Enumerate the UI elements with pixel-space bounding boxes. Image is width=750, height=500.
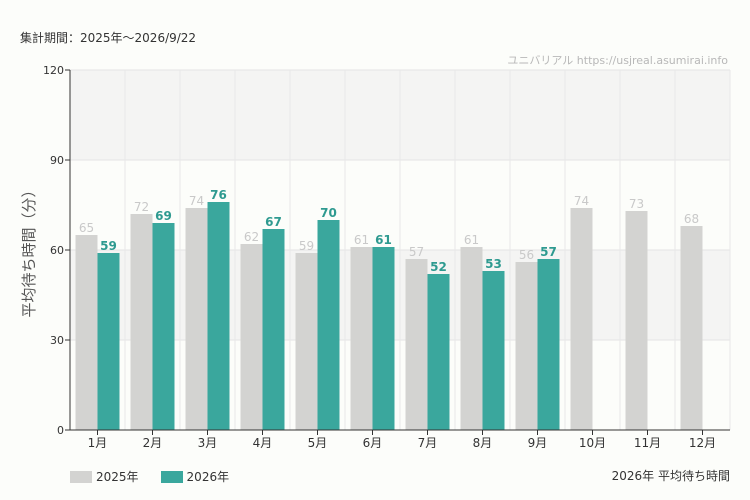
x-tick-label: 7月 [418,436,438,450]
x-tick-label: 12月 [689,436,716,450]
bar-value-label: 74 [574,194,589,208]
bar-value-label: 53 [485,257,502,271]
bar-2026[interactable] [317,220,340,430]
bar-value-label: 57 [540,245,557,259]
bar-value-label: 68 [684,212,699,226]
y-tick-label: 30 [50,334,64,347]
x-tick-label: 2月 [143,436,163,450]
legend-swatch-2026 [160,470,183,483]
y-axis-label: 平均待ち時間（分） [20,182,38,317]
y-tick-label: 60 [50,244,64,257]
bar-2025[interactable] [460,247,483,430]
legend-label-2026: 2026年 [186,470,230,484]
bar-2025[interactable] [405,259,428,430]
legend-item-2025[interactable]: 2025年 [70,468,139,485]
bar-2026[interactable] [482,271,505,430]
legend-item-2026[interactable]: 2026年 [160,468,230,485]
bar-2025[interactable] [75,235,98,430]
bar-2025[interactable] [515,262,538,430]
bar-value-label: 59 [100,239,117,253]
legend-swatch-2025 [70,470,92,483]
bar-value-label: 69 [155,209,172,223]
bar-2026[interactable] [262,229,285,430]
chart-footer-title: 2026年 平均待ち時間 [611,469,730,483]
x-tick-label: 5月 [308,436,328,450]
bar-2026[interactable] [427,274,450,430]
bar-value-label: 61 [375,233,392,247]
bar-2026[interactable] [537,259,560,430]
bar-value-label: 52 [430,260,447,274]
bar-value-label: 57 [409,245,424,259]
bar-2026[interactable] [97,253,120,430]
bar-value-label: 61 [464,233,479,247]
x-tick-label: 1月 [88,436,108,450]
bar-value-label: 74 [189,194,204,208]
x-tick-label: 8月 [473,436,493,450]
legend: 2025年 2026年 [70,468,251,485]
bar-value-label: 56 [519,248,534,262]
bar-value-label: 62 [244,230,259,244]
y-tick-label: 0 [57,424,64,437]
bar-value-label: 61 [354,233,369,247]
bar-2025[interactable] [680,226,703,430]
source-credit: ユニバリアル https://usjreal.asumirai.info [507,54,728,67]
bar-2026[interactable] [372,247,395,430]
bar-2025[interactable] [350,247,373,430]
bar-2025[interactable] [625,211,648,430]
bar-2025[interactable] [185,208,208,430]
bar-2025[interactable] [295,253,318,430]
x-tick-label: 10月 [579,436,606,450]
y-tick-label: 90 [50,154,64,167]
bar-2025[interactable] [570,208,593,430]
bar-value-label: 65 [79,221,94,235]
x-tick-label: 3月 [198,436,218,450]
x-tick-label: 4月 [253,436,273,450]
x-tick-label: 11月 [634,436,661,450]
bar-2025[interactable] [130,214,153,430]
bar-2025[interactable] [240,244,263,430]
x-tick-label: 6月 [363,436,383,450]
bar-value-label: 67 [265,215,282,229]
bar-2026[interactable] [207,202,230,430]
bar-value-label: 59 [299,239,314,253]
legend-label-2025: 2025年 [96,470,139,484]
bar-value-label: 72 [134,200,149,214]
collection-period: 集計期間：2025年〜2026/9/22 [20,31,197,45]
bar-2026[interactable] [152,223,175,430]
bar-value-label: 76 [210,188,227,202]
y-tick-label: 120 [43,64,64,77]
bar-value-label: 70 [320,206,337,220]
x-tick-label: 9月 [528,436,548,450]
bar-value-label: 73 [629,197,644,211]
